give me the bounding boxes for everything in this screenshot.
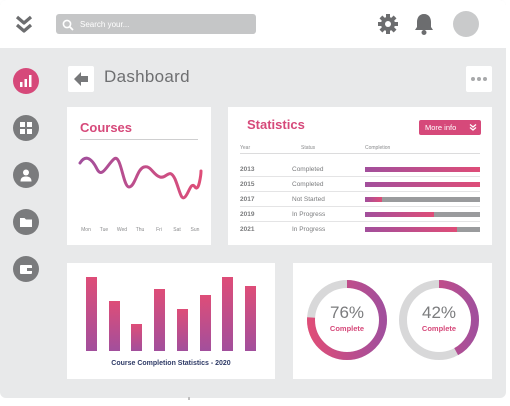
completion-bar — [365, 212, 480, 217]
bar — [245, 286, 256, 351]
day-label: Wed — [116, 227, 128, 233]
sidebar-item-chart[interactable] — [13, 68, 39, 94]
more-info-label: More info — [425, 123, 457, 132]
row-status: Not Started — [292, 196, 325, 203]
courses-line-chart — [78, 156, 203, 200]
row-year: 2015 — [240, 181, 255, 188]
donut-label: Complete — [421, 324, 457, 333]
table-row: 2013 Completed — [228, 166, 492, 181]
statistics-title: Statistics — [247, 117, 305, 132]
day-label: Fri — [156, 227, 162, 233]
row-status: In Progress — [292, 226, 326, 233]
column-header-year: Year — [240, 145, 251, 151]
dot-icon — [471, 77, 475, 81]
user-icon — [20, 169, 32, 182]
completion-bar-fill — [365, 227, 457, 232]
completion-bar-fill — [365, 182, 480, 187]
more-info-button[interactable]: More info — [419, 120, 481, 135]
divider — [240, 221, 480, 222]
bar — [86, 277, 97, 351]
row-status: Completed — [292, 166, 324, 173]
donut-chart: 76% Complete — [305, 278, 389, 362]
bar — [154, 289, 165, 351]
row-year: 2019 — [240, 211, 255, 218]
sidebar-item-wallet[interactable] — [13, 256, 39, 282]
column-header-status: Status — [301, 145, 316, 151]
bar — [131, 324, 142, 351]
arrow-left-icon — [74, 72, 88, 86]
bar — [222, 277, 233, 351]
completion-bar-fill — [365, 212, 434, 217]
courses-line — [78, 156, 203, 200]
sidebar-item-folder[interactable] — [13, 209, 39, 235]
column-header-completion: Completion — [365, 145, 391, 151]
day-label: Sun — [190, 227, 200, 233]
divider — [240, 206, 480, 207]
day-label: Mon — [81, 227, 91, 233]
bar — [200, 295, 211, 351]
folder-icon — [20, 218, 32, 227]
donut-ring — [399, 280, 479, 360]
back-button[interactable] — [68, 66, 94, 92]
completion-bar — [365, 182, 480, 187]
completion-bar-chart — [86, 277, 256, 351]
divider — [240, 191, 480, 192]
donut-label: Complete — [329, 324, 365, 333]
completion-bar — [365, 197, 480, 202]
completion-bar — [365, 167, 480, 172]
chevrons-down-icon — [469, 124, 477, 131]
cursor-mark — [188, 397, 190, 400]
grid-icon — [20, 122, 32, 134]
bar-chart-icon — [20, 75, 32, 87]
chart-caption: Course Completion Statistics - 2020 — [111, 360, 231, 367]
row-status: In Progress — [292, 211, 326, 218]
statistics-card: Statistics More info Year Status Complet… — [228, 107, 492, 245]
bar — [109, 301, 120, 351]
row-status: Completed — [292, 181, 324, 188]
completion-bar — [365, 227, 480, 232]
day-label: Tue — [99, 227, 109, 233]
completion-bar-chart-card: Course Completion Statistics - 2020 — [67, 263, 275, 379]
page-title: Dashboard — [104, 67, 190, 86]
courses-title: Courses — [80, 120, 133, 135]
divider — [80, 139, 198, 140]
sidebar-item-user[interactable] — [13, 162, 39, 188]
row-year: 2013 — [240, 166, 255, 173]
table-row: 2015 Completed — [228, 181, 492, 196]
top-bar — [0, 0, 506, 48]
search-bar[interactable] — [56, 14, 256, 34]
avatar[interactable] — [453, 11, 479, 37]
completion-donuts-card: 76% Complete 42% Complete — [293, 263, 492, 379]
app-window: Dashboard Courses Mon Tue Wed Thu Fri Sa… — [0, 0, 506, 398]
dot-icon — [483, 77, 487, 81]
donut-chart: 42% Complete — [397, 278, 481, 362]
table-row: 2019 In Progress — [228, 211, 492, 226]
day-label: Sat — [173, 227, 181, 233]
courses-card: Courses Mon Tue Wed Thu Fri Sat Sun — [67, 107, 211, 245]
sidebar-item-grid[interactable] — [13, 115, 39, 141]
bell-icon[interactable] — [413, 12, 435, 36]
chevrons-down-icon[interactable] — [14, 14, 34, 34]
dot-icon — [477, 77, 481, 81]
more-options-button[interactable] — [466, 66, 492, 92]
donut-percent: 76% — [329, 303, 365, 322]
search-icon — [62, 18, 74, 31]
completion-bar-fill — [365, 197, 383, 202]
divider — [240, 176, 480, 177]
row-year: 2021 — [240, 226, 255, 233]
table-row: 2017 Not Started — [228, 196, 492, 211]
table-row: 2021 In Progress — [228, 226, 492, 241]
donut-ring — [307, 280, 387, 360]
wallet-icon — [20, 265, 32, 274]
search-input[interactable] — [80, 16, 250, 32]
gear-icon[interactable] — [377, 13, 399, 35]
row-year: 2017 — [240, 196, 255, 203]
divider — [240, 153, 480, 154]
day-label: Thu — [135, 227, 145, 233]
completion-bar-fill — [365, 167, 480, 172]
donut-percent: 42% — [421, 303, 457, 322]
bar — [177, 309, 188, 351]
